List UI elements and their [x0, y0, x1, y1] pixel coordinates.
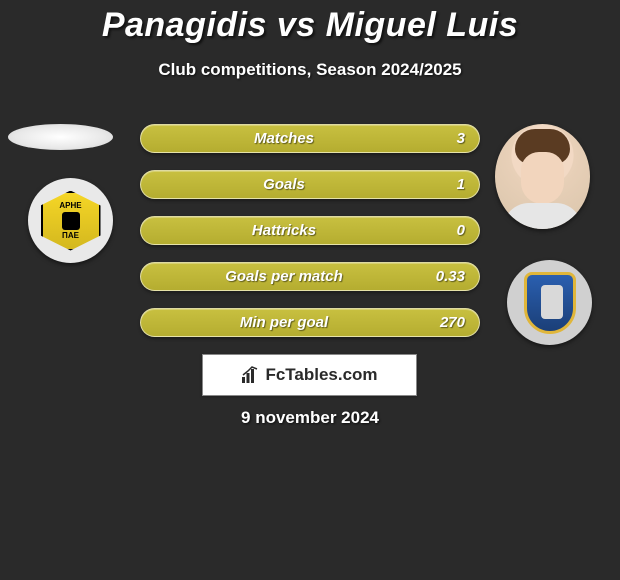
- subtitle: Club competitions, Season 2024/2025: [0, 60, 620, 80]
- crest-left-label-bottom: ΠΑΕ: [62, 232, 79, 240]
- crest-figure-icon: [541, 285, 563, 319]
- shield-icon: [524, 272, 576, 334]
- club-left-crest: APHE ΠΑΕ: [28, 178, 113, 263]
- brand-box: FcTables.com: [202, 354, 417, 396]
- comparison-infographic: Panagidis vs Miguel Luis Club competitio…: [0, 0, 620, 580]
- avatar-face-icon: [521, 152, 564, 204]
- club-right-crest: [507, 260, 592, 345]
- stat-label: Goals per match: [141, 268, 427, 285]
- stat-bars: Matches 3 Goals 1 Hattricks 0 Goals per …: [140, 124, 480, 337]
- stat-bar: Goals 1: [140, 170, 480, 199]
- player-left-avatar: [8, 124, 113, 150]
- stat-label: Goals: [141, 176, 427, 193]
- page-title: Panagidis vs Miguel Luis: [0, 6, 620, 45]
- brand-text: FcTables.com: [265, 365, 377, 385]
- crest-figure-icon: [62, 212, 80, 230]
- stat-value: 0: [427, 222, 465, 239]
- shield-icon: APHE ΠΑΕ: [41, 191, 101, 251]
- stat-bar: Goals per match 0.33: [140, 262, 480, 291]
- stat-value: 3: [427, 130, 465, 147]
- stat-label: Min per goal: [141, 314, 427, 331]
- stat-bar: Min per goal 270: [140, 308, 480, 337]
- player-right-avatar: [495, 124, 590, 229]
- stat-value: 0.33: [427, 268, 465, 285]
- avatar-body-icon: [503, 203, 582, 229]
- date: 9 november 2024: [0, 408, 620, 428]
- stat-label: Hattricks: [141, 222, 427, 239]
- stat-label: Matches: [141, 130, 427, 147]
- crest-left-label-top: APHE: [59, 202, 81, 210]
- stat-value: 270: [427, 314, 465, 331]
- stat-bar: Hattricks 0: [140, 216, 480, 245]
- stat-bar: Matches 3: [140, 124, 480, 153]
- bar-chart-icon: [241, 366, 261, 384]
- stat-value: 1: [427, 176, 465, 193]
